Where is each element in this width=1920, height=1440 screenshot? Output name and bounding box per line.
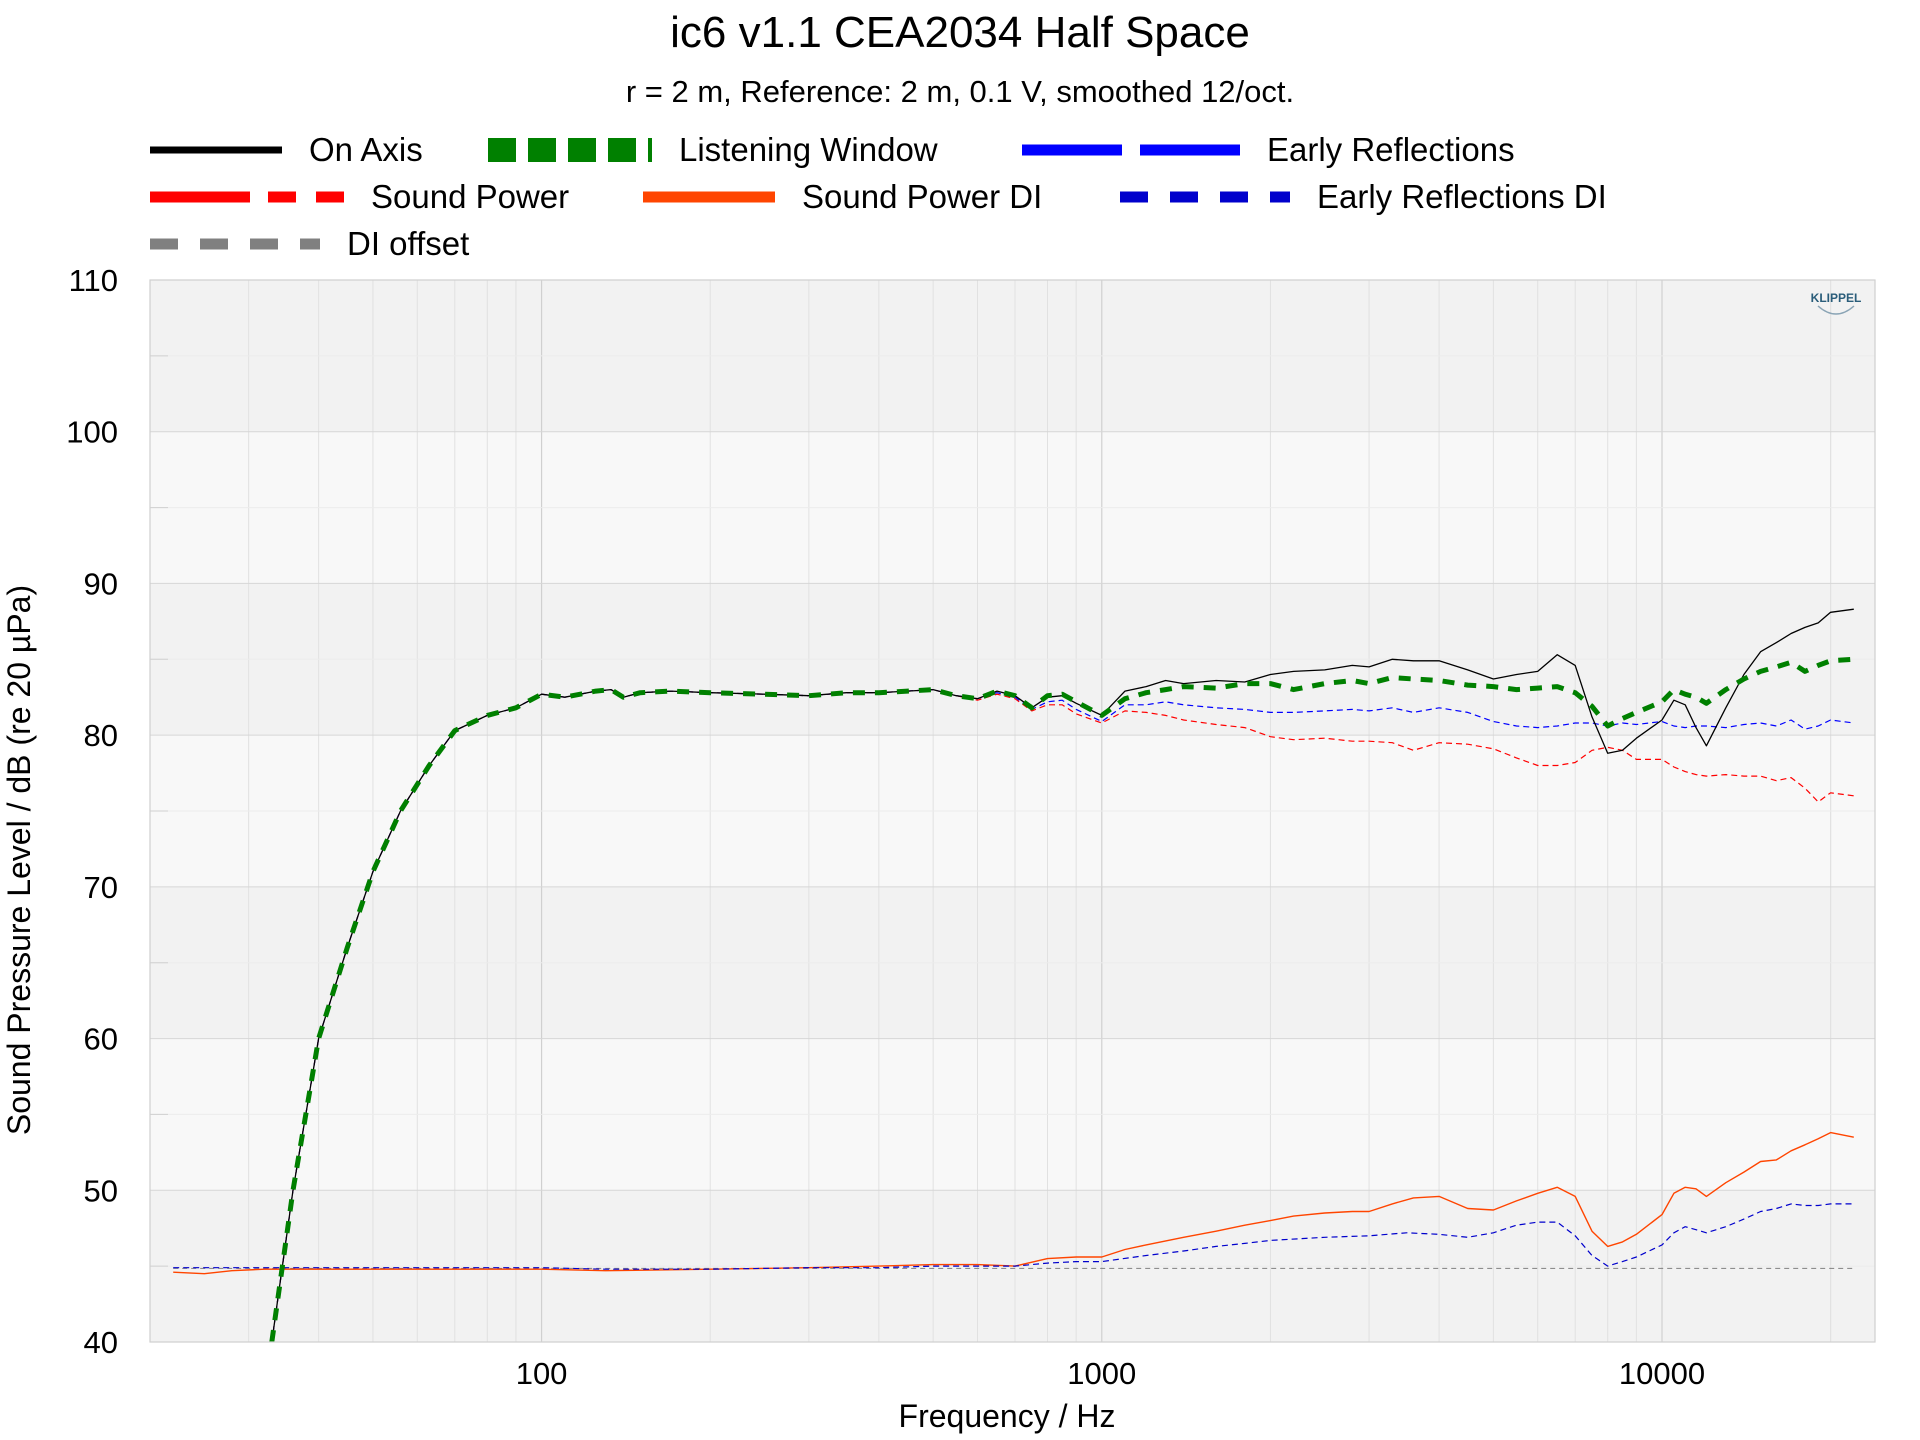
- legend-label-di-offset: DI offset: [347, 225, 469, 262]
- x-axis-label: Frequency / Hz: [899, 1398, 1116, 1434]
- legend-label-on-axis: On Axis: [309, 131, 423, 168]
- series-line-early-reflections-di: [173, 1203, 1854, 1270]
- y-tick-label: 100: [66, 415, 118, 450]
- klippel-logo: KLIPPEL: [1811, 291, 1862, 305]
- y-tick-label: 40: [84, 1325, 118, 1360]
- y-axis-label: Sound Pressure Level / dB (re 20 µPa): [1, 585, 37, 1135]
- chart-subtitle: r = 2 m, Reference: 2 m, 0.1 V, smoothed…: [626, 74, 1294, 109]
- legend-label-listening-window: Listening Window: [679, 131, 938, 168]
- y-tick-label: 80: [84, 718, 118, 753]
- legend-label-sound-power: Sound Power: [371, 178, 569, 215]
- series-line-sound-power-di: [173, 1131, 1854, 1275]
- series-line-on-axis: [271, 608, 1854, 1343]
- x-tick-label: 10000: [1619, 1356, 1705, 1391]
- grid: [149, 279, 1875, 1343]
- series-line-listening-window: [269, 656, 1854, 1343]
- series-layer: [173, 608, 1854, 1343]
- legend-label-sound-power-di: Sound Power DI: [802, 178, 1042, 215]
- klippel-logo-arc: [1817, 305, 1855, 315]
- legend-label-early-reflections-di: Early Reflections DI: [1317, 178, 1607, 215]
- y-tick-label: 50: [84, 1173, 118, 1208]
- legend-label-early-reflections: Early Reflections: [1267, 131, 1515, 168]
- y-tick-label: 60: [84, 1022, 118, 1057]
- y-tick-label: 110: [69, 263, 118, 298]
- x-tick-label: 100: [516, 1356, 568, 1391]
- x-tick-label: 1000: [1067, 1356, 1136, 1391]
- chart-title: ic6 v1.1 CEA2034 Half Space: [670, 8, 1250, 57]
- axes: 40 50 60 70 80 90 100 110 100 1000 10000: [66, 263, 1876, 1391]
- y-tick-label: 90: [84, 566, 118, 601]
- legend: On Axis Listening Window Early Reflections…: [150, 131, 1607, 262]
- y-tick-label: 70: [84, 870, 118, 905]
